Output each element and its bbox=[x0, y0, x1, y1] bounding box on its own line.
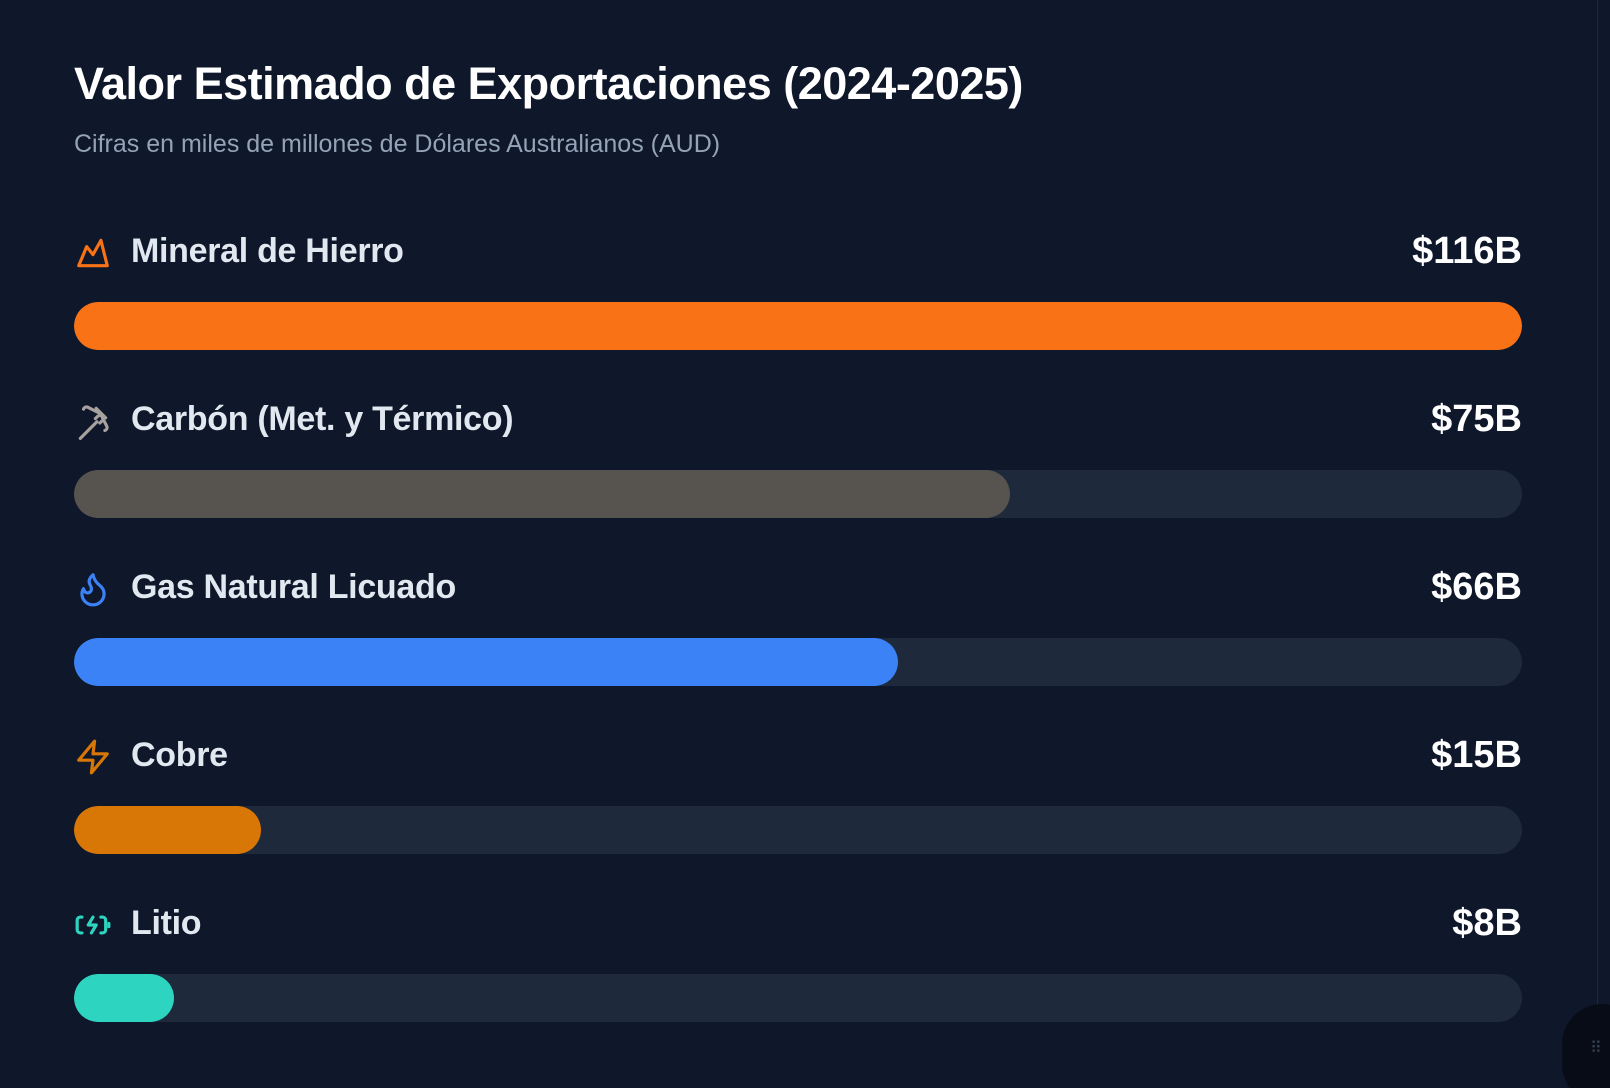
battery-charging-icon bbox=[74, 906, 112, 944]
bar-row: Cobre $15B bbox=[74, 728, 1522, 896]
value-label: $8B bbox=[1452, 902, 1522, 944]
bar-row: Gas Natural Licuado $66B bbox=[74, 560, 1522, 728]
bar-row-header: Mineral de Hierro $116B bbox=[74, 224, 1522, 276]
category-label: Cobre bbox=[131, 736, 228, 774]
bar bbox=[74, 974, 174, 1022]
bar-row-header: Carbón (Met. y Térmico) $75B bbox=[74, 392, 1522, 444]
bar-track bbox=[74, 806, 1522, 854]
category-label: Gas Natural Licuado bbox=[131, 568, 456, 606]
flame-icon bbox=[74, 570, 112, 608]
drag-handle[interactable]: ⠿ bbox=[1562, 1004, 1610, 1088]
value-label: $116B bbox=[1412, 230, 1522, 272]
chart-title: Valor Estimado de Exportaciones (2024-20… bbox=[74, 58, 1023, 109]
bar-track bbox=[74, 974, 1522, 1022]
mountain-icon bbox=[74, 234, 112, 272]
bar-track bbox=[74, 638, 1522, 686]
category-label: Carbón (Met. y Térmico) bbox=[131, 400, 514, 438]
category-label: Litio bbox=[131, 904, 202, 942]
value-label: $75B bbox=[1431, 398, 1522, 440]
pickaxe-icon bbox=[74, 402, 112, 440]
bar-row-header: Gas Natural Licuado $66B bbox=[74, 560, 1522, 612]
bar-list: Mineral de Hierro $116B Carbón (Met. y Tér… bbox=[74, 224, 1522, 1064]
bar-track bbox=[74, 470, 1522, 518]
chart-subtitle: Cifras en miles de millones de Dólares A… bbox=[74, 130, 721, 158]
zap-icon bbox=[74, 738, 112, 776]
category-label: Mineral de Hierro bbox=[131, 232, 404, 270]
bar bbox=[74, 302, 1522, 350]
value-label: $15B bbox=[1431, 734, 1522, 776]
bar bbox=[74, 638, 898, 686]
bar-row: Litio $8B bbox=[74, 896, 1522, 1064]
grip-icon: ⠿ bbox=[1590, 1040, 1604, 1057]
bar bbox=[74, 470, 1011, 518]
bar-row-header: Litio $8B bbox=[74, 896, 1522, 948]
bar-row-header: Cobre $15B bbox=[74, 728, 1522, 780]
bar bbox=[74, 806, 262, 854]
value-label: $66B bbox=[1431, 566, 1522, 608]
bar-track bbox=[74, 302, 1522, 350]
bar-row: Mineral de Hierro $116B bbox=[74, 224, 1522, 392]
bar-row: Carbón (Met. y Térmico) $75B bbox=[74, 392, 1522, 560]
